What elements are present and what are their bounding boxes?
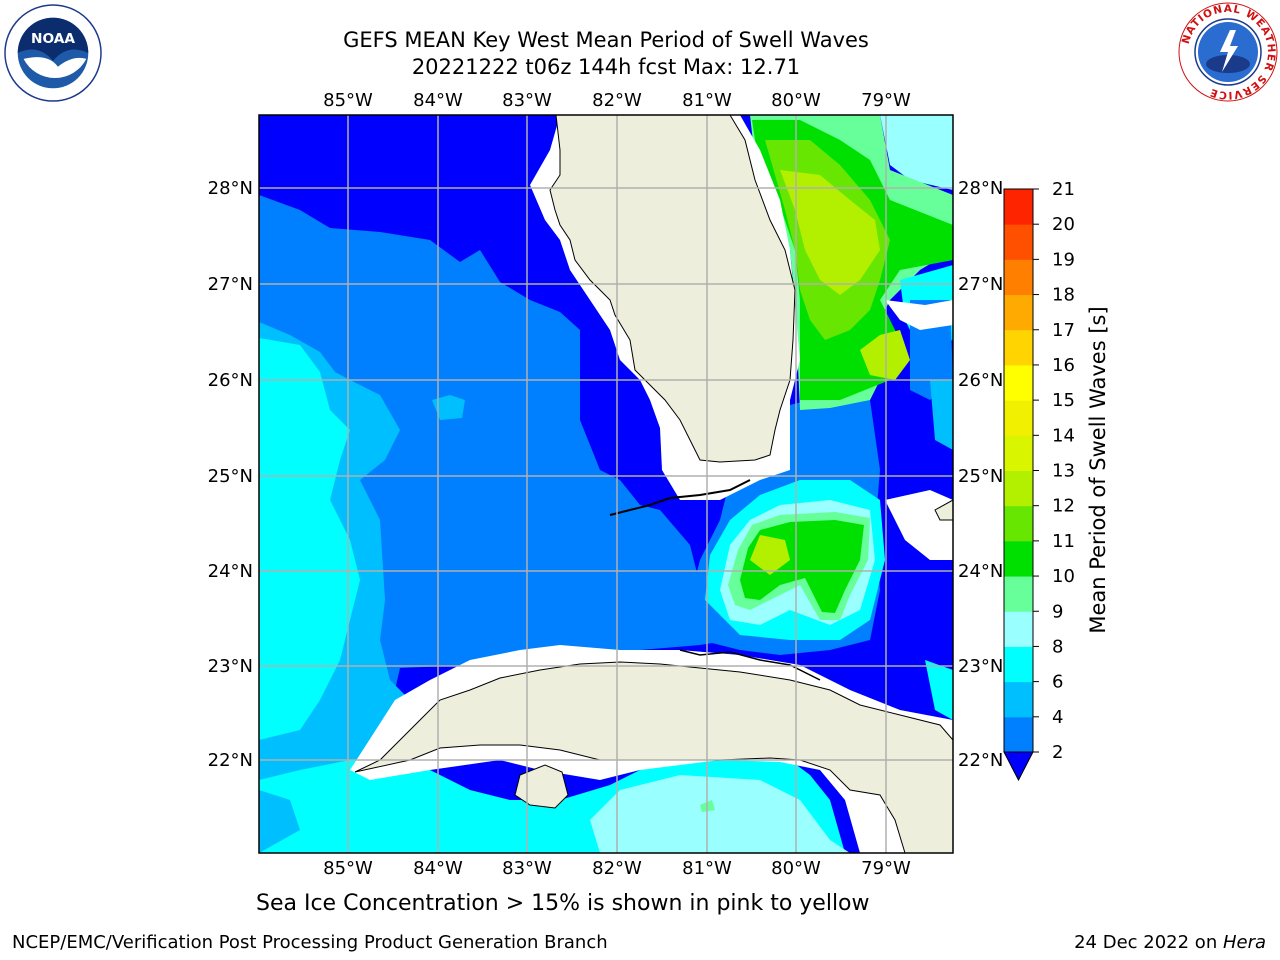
colorbar-segment [1004,189,1033,225]
colorbar-segment [1004,329,1033,366]
colorbar-tick-label: 2 [1052,742,1063,763]
colorbar-tick-label: 10 [1052,566,1075,587]
lat-tick-label-left: 27°N [208,274,253,295]
field-ne-12b [860,330,910,380]
field-6-8-patch [432,395,465,420]
lon-tick-label-top: 84°W [413,90,463,111]
colorbar-tick-label: 15 [1052,390,1075,411]
colorbar-tick-label: 6 [1052,672,1063,693]
lon-tick-label-top: 85°W [323,90,373,111]
colorbar-under-arrow [1003,751,1034,782]
coast-cays [679,649,821,681]
colorbar-tick-label: 11 [1052,531,1075,552]
field-south-blue [259,790,300,853]
lon-tick-label-top: 83°W [502,90,552,111]
colorbar-segment [1004,505,1033,542]
tick-labels: 85°W 85°W 84°W 84°W 83°W 83°W 82°W 82°W 81°W 81°W… [208,90,1004,879]
colorbar-tick-label: 18 [1052,285,1075,306]
footer-date: 24 Dec 2022 on Hera [1074,932,1266,953]
colorbar-tick-label: 17 [1052,320,1075,341]
noaa-logo: NOAA [4,4,102,102]
colorbar-label: Mean Period of Swell Waves [s] [1086,306,1110,633]
colorbar-tick-label: 8 [1052,636,1063,657]
field-ne-12 [780,170,880,295]
field-east-blue [930,380,953,450]
colorbar-segment [1004,681,1033,718]
lon-tick-label-bottom: 84°W [413,858,463,879]
lat-tick-label-right: 22°N [958,750,1003,771]
colorbar-segment [1004,611,1033,647]
colorbar-segment [1004,540,1033,577]
land-isle-of-youth [514,764,569,809]
lat-tick-label-left: 22°N [208,750,253,771]
map-title: GEFS MEAN Key West Mean Period of Swell … [343,28,869,52]
colorbar-segment [1004,400,1033,436]
field-straits-12 [750,535,790,575]
map-subtitle: 20221222 t06z 144h fcst Max: 12.71 [411,55,801,79]
footer-host: Hera [1222,932,1266,953]
lon-tick-label-bottom: 85°W [323,858,373,879]
field-south-pale [590,775,850,853]
lat-tick-label-left: 25°N [208,466,253,487]
colorbar-segment [1004,259,1033,296]
lon-tick-label-bottom: 81°W [682,858,732,879]
lon-tick-label-top: 80°W [771,90,821,111]
lat-tick-label-left: 28°N [208,178,253,199]
lat-tick-label-left: 26°N [208,370,253,391]
lat-tick-label-right: 28°N [958,178,1003,199]
colorbar-segment [1004,646,1033,683]
lat-tick-label-right: 25°N [958,466,1003,487]
lat-tick-label-right: 23°N [958,656,1003,677]
colorbar-tick-label: 21 [1052,179,1075,200]
field-6-8-west [259,338,360,740]
lon-tick-label-bottom: 82°W [592,858,642,879]
lon-tick-label-top: 79°W [861,90,911,111]
colorbar-tick-label: 4 [1052,707,1063,728]
lon-tick-label-bottom: 83°W [502,858,552,879]
lon-tick-label-bottom: 79°W [861,858,911,879]
colorbar-segment [1004,435,1033,471]
map-frame [258,114,954,854]
footer-credit: NCEP/EMC/Verification Post Processing Pr… [12,932,608,953]
lon-tick-label-bottom: 80°W [771,858,821,879]
coast-keys [609,479,751,516]
field-se-cyan [925,660,953,720]
colorbar-tick-label: 19 [1052,249,1075,270]
nws-logo: NATIONAL WEATHER SERVICE [1178,2,1278,102]
lat-tick-label-left: 24°N [208,561,253,582]
lat-tick-label-right: 27°N [958,274,1003,295]
lon-tick-label-top: 82°W [592,90,642,111]
colorbar-tick-label: 9 [1052,601,1063,622]
land-cuba [354,661,953,853]
footer-date-text: 24 Dec 2022 on [1074,932,1223,953]
field-ne-pale [880,115,953,190]
colorbar-segment [1004,294,1033,331]
graticule [259,115,953,853]
colorbar-segment [1004,716,1033,753]
colorbar-segment [1004,364,1033,401]
land-grand-bahama [885,300,953,330]
lon-tick-label-top: 81°W [682,90,732,111]
lat-tick-label-left: 23°N [208,656,253,677]
land-florida [549,115,796,463]
land-bahamas-island [934,499,953,521]
land-bahamas-white [885,490,953,560]
colorbar-tick-label: 16 [1052,355,1075,376]
noaa-logo-text: NOAA [31,31,75,47]
colorbar-tick-label: 20 [1052,214,1075,235]
colorbar-segment [1004,224,1033,260]
colorbar-tick-label: 13 [1052,461,1075,482]
colorbar-segment [1004,470,1033,507]
colorbar-segment [1004,576,1033,612]
colorbar: 2 4 6 8 9 10 11 12 13 14 15 16 17 18 19 20 21 [1003,179,1075,782]
colorbar-tick-label: 14 [1052,425,1075,446]
colorbar-tick-label: 12 [1052,496,1075,517]
lat-tick-label-right: 26°N [958,370,1003,391]
sea-ice-note: Sea Ice Concentration > 15% is shown in … [256,891,870,916]
map-field [259,115,953,853]
lat-tick-label-right: 24°N [958,561,1003,582]
